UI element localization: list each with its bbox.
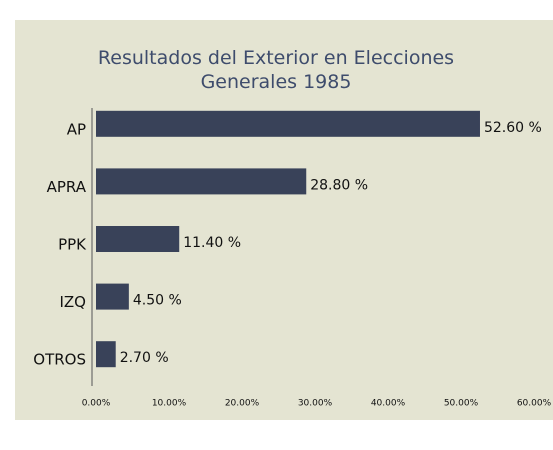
x-tick-label: 30.00% [298,399,333,409]
bar [96,168,307,195]
bar [96,110,480,137]
x-tick-label: 10.00% [152,399,187,409]
bar [96,341,116,368]
value-label: 11.40 % [183,235,241,251]
x-tick-label: 20.00% [225,399,260,409]
y-tick-label: PPK [58,236,87,254]
value-label: 52.60 % [484,120,542,136]
y-tick-label: IZQ [59,293,86,311]
bar [96,226,180,252]
y-tick-label: APRA [47,178,87,196]
x-tick-label: 50.00% [444,399,479,409]
y-tick-label: OTROS [33,351,86,369]
x-tick-label: 60.00% [517,399,552,409]
value-label: 28.80 % [310,177,368,193]
y-tick-label: AP [67,120,86,138]
value-label: 4.50 % [133,293,182,309]
chart-title: Resultados del Exterior en Elecciones Ge… [97,47,455,93]
x-tick-label: 0.00% [82,399,111,409]
value-label: 2.70 % [120,350,169,366]
x-tick-label: 40.00% [371,399,406,409]
bar [96,283,129,310]
